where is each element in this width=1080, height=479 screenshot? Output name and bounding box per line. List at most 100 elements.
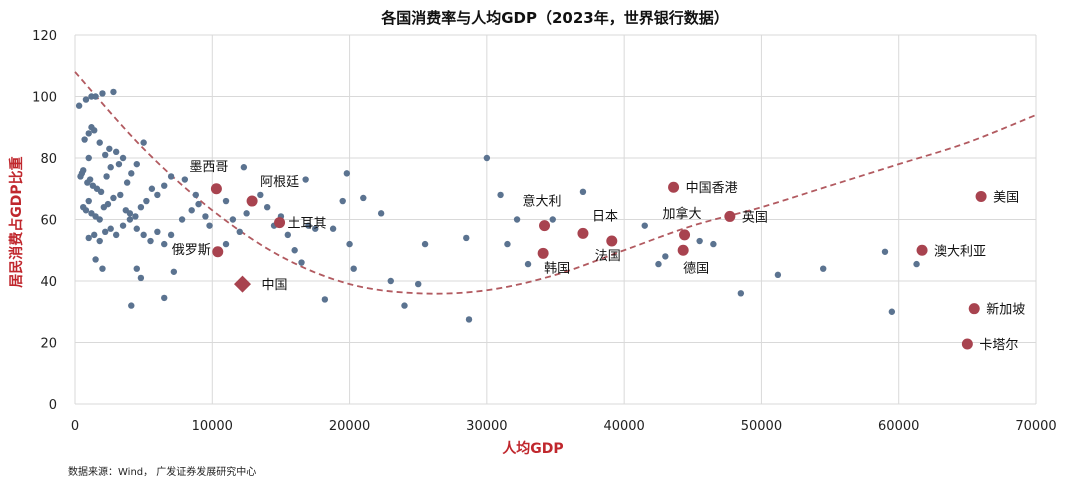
data-point bbox=[126, 210, 134, 217]
china-point bbox=[233, 275, 251, 293]
data-point bbox=[913, 260, 920, 268]
point-label: 阿根廷 bbox=[260, 175, 299, 190]
data-point bbox=[161, 294, 168, 302]
x-tick-label: 10000 bbox=[192, 419, 233, 434]
data-point bbox=[181, 176, 189, 183]
data-point bbox=[107, 225, 114, 232]
data-point bbox=[99, 90, 106, 97]
point-label: 英国 bbox=[742, 210, 768, 225]
data-point bbox=[85, 154, 92, 162]
data-point bbox=[103, 173, 110, 180]
data-point bbox=[85, 130, 92, 137]
data-point bbox=[112, 148, 120, 156]
data-point bbox=[415, 280, 422, 288]
trendline-path bbox=[74, 71, 1037, 295]
data-point bbox=[161, 182, 168, 189]
data-point bbox=[463, 234, 470, 242]
data-point bbox=[655, 260, 662, 268]
data-point bbox=[291, 247, 298, 254]
data-point bbox=[137, 204, 145, 211]
data-point bbox=[504, 240, 511, 248]
data-point bbox=[236, 228, 243, 235]
data-point bbox=[86, 176, 94, 183]
y-axis-title: 居民消费占GDP比重 bbox=[8, 156, 25, 287]
x-axis-title: 人均GDP bbox=[502, 440, 563, 457]
highlighted-point bbox=[246, 195, 258, 207]
data-point bbox=[112, 231, 120, 239]
point-label: 韩国 bbox=[544, 261, 570, 276]
data-point bbox=[188, 207, 195, 214]
data-point bbox=[881, 248, 889, 255]
x-tick-label: 60000 bbox=[878, 419, 919, 434]
data-point bbox=[96, 139, 103, 146]
data-point bbox=[77, 173, 84, 180]
point-label: 澳大利亚 bbox=[934, 243, 986, 259]
data-point bbox=[161, 240, 168, 248]
point-label: 意大利 bbox=[523, 194, 562, 210]
data-point bbox=[202, 213, 209, 220]
data-point bbox=[170, 268, 178, 275]
data-point bbox=[132, 213, 139, 220]
highlighted-point bbox=[539, 220, 551, 232]
data-point bbox=[298, 259, 305, 266]
source-note: 数据来源：Wind， 广发证券发展研究中心 bbox=[68, 467, 257, 478]
data-point bbox=[92, 256, 99, 263]
data-point bbox=[96, 216, 103, 223]
point-label: 日本 bbox=[592, 209, 618, 224]
data-point bbox=[147, 237, 154, 245]
data-point bbox=[192, 191, 200, 199]
data-point bbox=[128, 170, 135, 177]
data-point bbox=[143, 197, 150, 205]
data-point bbox=[104, 200, 112, 208]
data-point bbox=[99, 265, 106, 272]
data-point bbox=[110, 194, 117, 202]
data-point bbox=[133, 225, 140, 232]
point-label: 德国 bbox=[683, 261, 709, 276]
data-point bbox=[126, 216, 134, 223]
other-countries-points bbox=[75, 88, 920, 323]
data-point bbox=[377, 210, 385, 217]
highlighted-point bbox=[975, 190, 987, 202]
data-point bbox=[222, 240, 230, 248]
point-label: 墨西哥 bbox=[189, 160, 228, 175]
x-tick-label: 40000 bbox=[603, 419, 644, 434]
data-point bbox=[206, 222, 213, 229]
highlighted-point bbox=[961, 338, 973, 350]
x-tick-label: 0 bbox=[71, 419, 79, 434]
point-label: 加拿大 bbox=[663, 206, 702, 222]
data-point bbox=[483, 154, 491, 162]
data-point bbox=[117, 191, 124, 199]
data-point bbox=[321, 296, 329, 303]
x-tick-label: 30000 bbox=[466, 419, 507, 434]
y-tick-label: 120 bbox=[32, 29, 57, 44]
y-tick-label: 60 bbox=[40, 214, 57, 229]
data-point bbox=[257, 191, 264, 199]
highlighted-point bbox=[724, 210, 736, 222]
trendline bbox=[74, 71, 1037, 295]
y-tick-label: 20 bbox=[40, 337, 57, 352]
x-tick-label: 50000 bbox=[741, 419, 782, 434]
data-point bbox=[820, 265, 827, 272]
chart-title: 各国消费率与人均GDP（2023年，世界银行数据） bbox=[380, 9, 729, 27]
data-point bbox=[82, 207, 90, 214]
data-point bbox=[91, 231, 98, 239]
data-point bbox=[107, 164, 114, 171]
data-point bbox=[102, 151, 109, 159]
data-point bbox=[888, 308, 896, 315]
highlighted-point bbox=[537, 247, 549, 259]
data-point bbox=[75, 102, 83, 109]
data-point bbox=[92, 93, 99, 100]
data-point bbox=[133, 160, 140, 168]
data-point bbox=[123, 179, 131, 186]
highlighted-point bbox=[668, 181, 680, 193]
data-point bbox=[102, 228, 109, 235]
highlighted-point bbox=[212, 246, 224, 258]
x-tick-label: 20000 bbox=[329, 419, 370, 434]
data-point bbox=[222, 197, 230, 205]
data-point bbox=[178, 216, 186, 223]
data-point bbox=[343, 170, 351, 177]
data-point bbox=[346, 240, 353, 248]
data-point bbox=[137, 274, 145, 282]
